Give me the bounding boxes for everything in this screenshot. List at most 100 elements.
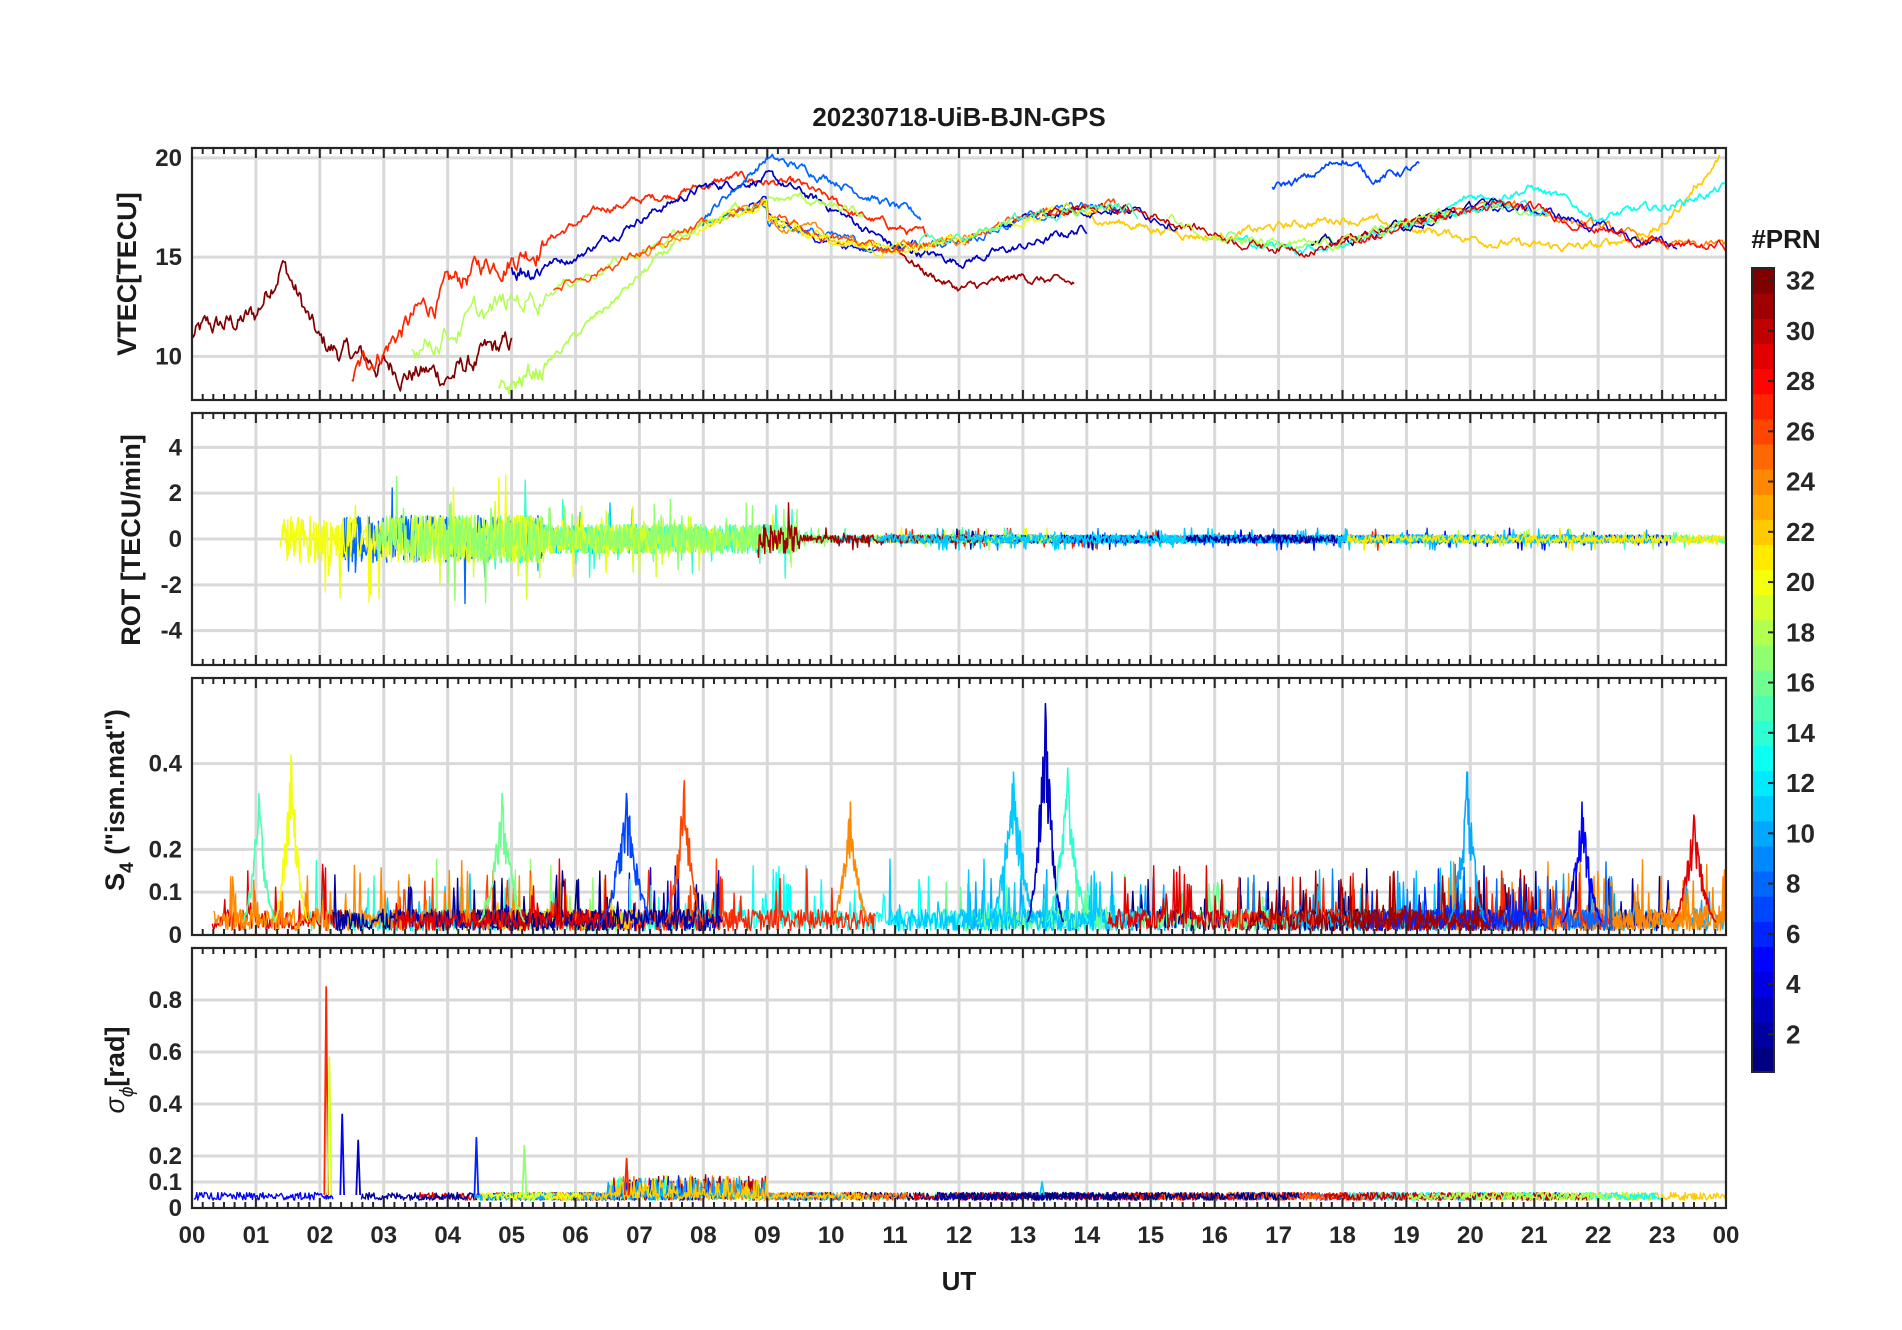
colorbar-swatch (1752, 318, 1774, 344)
minor-ticks (191, 678, 1727, 935)
s4-trace (887, 858, 1145, 932)
sigma-peak-3 (355, 1139, 361, 1196)
colorbar-swatch (1752, 418, 1774, 445)
colorbar-swatch (1752, 594, 1774, 621)
vtec-series-prn-3 (510, 169, 1088, 281)
s4-peak-8 (1046, 767, 1089, 923)
y-label-rot: ROT [TECU/min] (116, 434, 146, 645)
colorbar-tick-label: 10 (1786, 818, 1815, 848)
y-tick-label: 0.8 (149, 987, 182, 1014)
vtec-series-prn-7 (1271, 160, 1420, 190)
y-tick-label: 0.1 (149, 879, 182, 906)
colorbar-tick-label: 4 (1786, 969, 1801, 999)
rot-panel: -4 -2 0 2 4 (161, 411, 1728, 667)
x-tick-label: 06 (562, 1222, 589, 1249)
y-label-s4: S4 ("ism.mat") (100, 709, 138, 891)
sigma-trace (1407, 1191, 1609, 1201)
rot-trace (877, 527, 1236, 551)
sigma-trace (480, 1191, 582, 1201)
s4-peak-6 (988, 771, 1039, 923)
colorbar-swatch (1752, 795, 1774, 822)
sigma-peak-2 (339, 1113, 345, 1196)
s4-trace (392, 858, 613, 932)
colorbar-swatch (1752, 670, 1774, 696)
s4-peak-0 (273, 754, 309, 923)
x-tick-label: 11 (882, 1222, 907, 1249)
colorbar-swatch (1752, 971, 1774, 998)
minor-ticks (191, 948, 1727, 1208)
x-tick-label: 00 (179, 1222, 206, 1249)
x-tick-label: 14 (1073, 1222, 1100, 1249)
x-tick-label: 18 (1329, 1222, 1356, 1249)
colorbar-swatch (1752, 268, 1774, 294)
colorbar-tick-label: 12 (1786, 768, 1815, 798)
colorbar-swatch (1752, 745, 1774, 772)
colorbar-tick-label: 20 (1786, 567, 1815, 597)
y-tick-label: 2 (169, 480, 182, 507)
sigma-peak-7 (1039, 1181, 1045, 1196)
x-tick-label: 23 (1649, 1222, 1676, 1249)
x-tick-label: 12 (946, 1222, 973, 1249)
s4-trace (1107, 865, 1227, 932)
colorbar-tick-label: 30 (1786, 316, 1815, 346)
rot-trace (1346, 527, 1726, 551)
x-tick-label: 05 (498, 1222, 525, 1249)
x-tick-label: 15 (1137, 1222, 1164, 1249)
colorbar-swatch (1752, 519, 1774, 545)
colorbar-swatch (1752, 343, 1774, 370)
colorbar-swatch (1752, 871, 1774, 897)
vtec-panel: 10 15 20 (155, 145, 1728, 402)
minor-ticks (191, 413, 1727, 665)
colorbar-swatch (1752, 770, 1774, 797)
y-tick-label: 0.2 (149, 1143, 182, 1170)
y-tick-label: -2 (161, 572, 182, 599)
colorbar-title: #PRN (1751, 224, 1820, 254)
s4-peak-3 (599, 792, 654, 923)
s4-peak-11 (1671, 814, 1717, 923)
colorbar-swatch (1752, 469, 1774, 495)
colorbar-swatch (1752, 293, 1774, 319)
vtec-trace (918, 202, 1139, 245)
vtec-trace (1167, 207, 1451, 252)
y-label-sigma-rest: [rad] (100, 1027, 130, 1087)
sigma-peak-1 (326, 1056, 333, 1196)
x-axis-label: UT (942, 1266, 977, 1296)
y-tick-label: -4 (161, 618, 183, 645)
y-tick-label: 20 (155, 145, 182, 172)
colorbar-swatch (1752, 720, 1774, 746)
rot-trace (375, 475, 836, 604)
y-label-sigma-sub: ϕ (117, 1087, 138, 1098)
x-tick-label: 21 (1521, 1222, 1548, 1249)
x-tick-label: 16 (1201, 1222, 1228, 1249)
vtec-trace (701, 201, 1132, 254)
y-tick-label: 0.4 (149, 1091, 183, 1118)
s4-peak-7 (1026, 702, 1065, 923)
x-tick-label: 19 (1393, 1222, 1420, 1249)
y-label-vtec: VTEC[TECU] (112, 192, 142, 356)
x-tick-label: 03 (370, 1222, 397, 1249)
x-tick-label: 01 (243, 1222, 270, 1249)
s4-trace (1249, 875, 1490, 932)
sigma-peak-4 (473, 1136, 480, 1196)
x-tick-label: 08 (690, 1222, 717, 1249)
y-label-s4-sub: 4 (117, 862, 138, 873)
colorbar-swatch (1752, 946, 1774, 973)
y-tick-label: 0 (169, 526, 182, 553)
s4-panel: 0 0.1 0.2 0.4 (149, 676, 1728, 949)
y-tick-label: 0.2 (149, 836, 182, 863)
colorbar-swatch (1752, 820, 1774, 847)
x-tick-label: 20 (1457, 1222, 1484, 1249)
s4-peak-9 (1447, 771, 1487, 923)
y-label-s4-rest: ("ism.mat") (100, 709, 130, 862)
colorbar-swatch (1752, 544, 1774, 571)
minor-ticks (191, 148, 1727, 400)
y-tick-label: 10 (155, 343, 182, 370)
sigma-peak-0 (323, 986, 329, 1196)
s4-peak-1 (241, 792, 277, 923)
colorbar-tick-label: 24 (1786, 467, 1815, 497)
colorbar-swatch (1752, 1046, 1774, 1073)
colorbar-tick-label: 18 (1786, 617, 1815, 647)
colorbar-tick-label: 32 (1786, 266, 1815, 296)
